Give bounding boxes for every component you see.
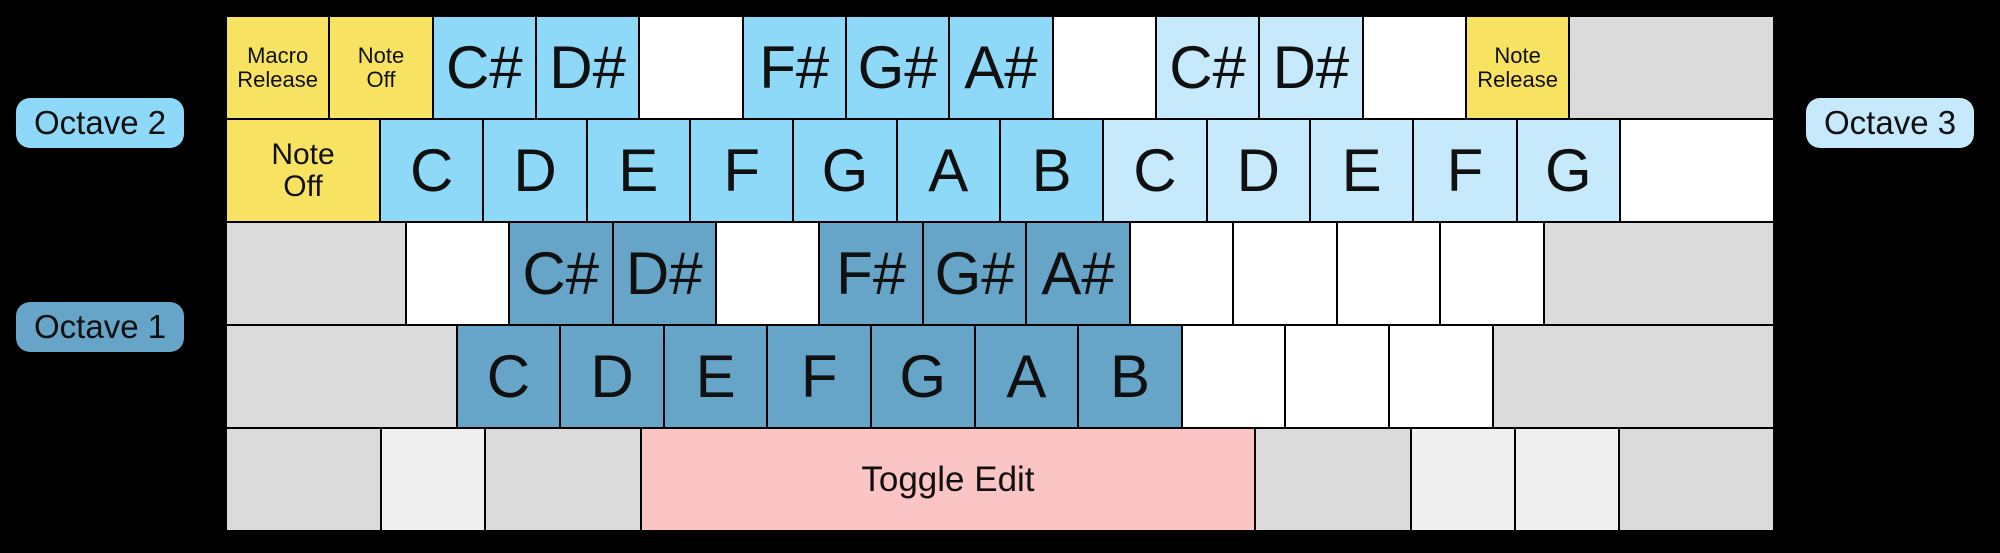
key-d-octave3: D — [1206, 119, 1310, 222]
key-unassigned — [639, 16, 743, 119]
key-unassigned — [1129, 222, 1234, 325]
key-note-release: Note Release — [1465, 16, 1570, 119]
key-unassigned-right-shift — [1492, 325, 1774, 428]
key-unassigned — [1052, 16, 1156, 119]
key-unassigned-right-meta — [1410, 428, 1515, 531]
key-g-octave3: G — [1516, 119, 1620, 222]
key-dsharp-octave1: D# — [612, 222, 716, 325]
octave-1-label: Octave 1 — [16, 302, 185, 352]
key-toggle-edit: Toggle Edit — [640, 428, 1256, 531]
octave-2-label-text: Octave 2 — [34, 104, 167, 141]
key-note-off-tab: Note Off — [226, 119, 380, 222]
key-asharp-octave1: A# — [1026, 222, 1130, 325]
key-gsharp-octave1: G# — [922, 222, 1027, 325]
key-csharp-octave1: C# — [509, 222, 613, 325]
key-unassigned — [1388, 325, 1493, 428]
key-c-octave3: C — [1103, 119, 1207, 222]
key-unassigned-left-alt — [485, 428, 641, 531]
key-c-octave1: C — [456, 325, 561, 428]
key-unassigned-left-meta — [381, 428, 486, 531]
key-unassigned-backspace — [1569, 16, 1774, 119]
key-c-octave2: C — [380, 119, 484, 222]
key-f-octave1: F — [767, 325, 871, 428]
key-unassigned — [1362, 16, 1466, 119]
keyboard-row-5: Toggle Edit — [226, 428, 1775, 531]
key-d-octave1: D — [560, 325, 664, 428]
key-b-octave2: B — [999, 119, 1104, 222]
key-unassigned-enter — [1543, 222, 1775, 325]
keyboard-row-3: C# D# F# G# A# — [226, 222, 1775, 325]
key-unassigned — [1285, 325, 1389, 428]
octave-3-label-text: Octave 3 — [1824, 104, 1957, 141]
key-unassigned — [1619, 119, 1774, 222]
keyboard-row-1: Macro Release Note Off C# D# F# G# A# C# D# Note … — [226, 16, 1774, 119]
key-csharp-octave3: C# — [1155, 16, 1260, 119]
key-unassigned — [1181, 325, 1286, 428]
key-fsharp-octave2: F# — [742, 16, 846, 119]
key-b-octave1: B — [1078, 325, 1182, 428]
key-a-octave2: A — [896, 119, 1000, 222]
key-unassigned-right-alt — [1255, 428, 1411, 531]
key-fsharp-octave1: F# — [819, 222, 923, 325]
key-unassigned-left-shift — [226, 325, 457, 428]
key-unassigned-right-ctrl — [1618, 428, 1775, 531]
key-unassigned — [715, 222, 820, 325]
key-unassigned — [1440, 222, 1544, 325]
key-unassigned — [405, 222, 510, 325]
key-dsharp-octave3: D# — [1259, 16, 1363, 119]
key-e-octave2: E — [586, 119, 690, 222]
key-unassigned-menu — [1514, 428, 1619, 531]
keyboard: Macro Release Note Off C# D# F# G# A# C# D# Note … — [224, 14, 1776, 533]
key-e-octave1: E — [663, 325, 768, 428]
key-f-octave3: F — [1413, 119, 1517, 222]
octave-3-label: Octave 3 — [1806, 98, 1975, 148]
keyboard-row-2: Note Off C D E F G A B C D E F G — [226, 119, 1774, 222]
octave-1-label-text: Octave 1 — [34, 308, 167, 345]
key-d-octave2: D — [483, 119, 587, 222]
key-asharp-octave2: A# — [949, 16, 1053, 119]
key-e-octave3: E — [1309, 119, 1414, 222]
key-a-octave1: A — [974, 325, 1079, 428]
key-gsharp-octave2: G# — [845, 16, 950, 119]
key-unassigned-left-ctrl — [226, 428, 382, 531]
key-dsharp-octave2: D# — [535, 16, 640, 119]
key-csharp-octave2: C# — [432, 16, 536, 119]
key-macro-release: Macro Release — [226, 16, 330, 119]
octave-2-label: Octave 2 — [16, 98, 185, 148]
key-g-octave2: G — [793, 119, 897, 222]
key-unassigned — [1233, 222, 1337, 325]
key-note-off: Note Off — [329, 16, 433, 119]
key-g-octave1: G — [870, 325, 975, 428]
key-unassigned — [1336, 222, 1441, 325]
key-unassigned-capslock — [226, 222, 406, 325]
key-f-octave2: F — [689, 119, 794, 222]
